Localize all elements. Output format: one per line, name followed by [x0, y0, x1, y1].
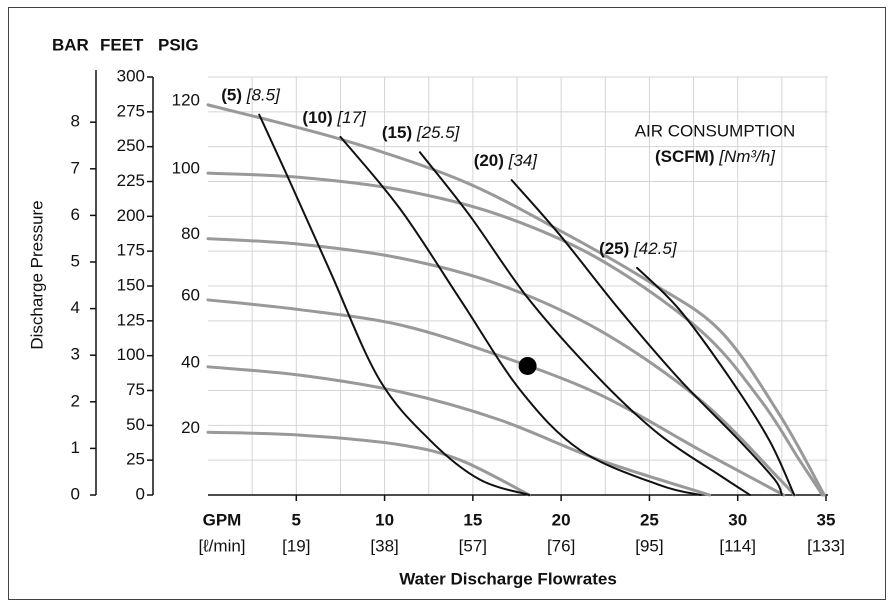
y2-tick-label: 1 [71, 438, 80, 457]
y-tick-label: 125 [117, 310, 145, 329]
annotation-unit-imperial: (SCFM) [655, 147, 714, 166]
y-tick-label: 25 [126, 450, 145, 469]
operating-point [518, 356, 537, 375]
x-tick-sublabel: [95] [635, 536, 663, 555]
x-tick-sublabel: [19] [282, 536, 310, 555]
y-axis-label: Discharge Pressure [27, 200, 46, 349]
y-tick-label: 175 [117, 241, 145, 260]
annotation-title: AIR CONSUMPTION [635, 121, 796, 140]
x-unit-sublabel: [ℓ/min] [198, 536, 245, 555]
annotation-unit: (SCFM) [Nm³/h] [655, 147, 776, 166]
y-tick-label: 150 [117, 275, 145, 294]
air-curve [636, 266, 796, 496]
y-tick-label: 225 [117, 171, 145, 190]
air-curve-label: (10) [17] [302, 108, 367, 127]
axis-header: PSIG [158, 35, 199, 54]
y2-tick-label: 6 [71, 205, 80, 224]
plot: 0255075100125150175200225250275300012345… [71, 66, 845, 555]
x-tick-label: 5 [292, 510, 301, 529]
air-curve [339, 135, 702, 496]
pressure-curve-label: 20 [181, 418, 200, 437]
frame [8, 7, 886, 600]
y-tick-label: 75 [126, 380, 145, 399]
air-curve [418, 151, 752, 496]
y-tick-label: 300 [117, 66, 145, 85]
air-curve-metric: [34] [508, 152, 539, 171]
air-curve [510, 179, 783, 496]
x-tick-label: 30 [728, 510, 747, 529]
pressure-curve [206, 365, 711, 497]
y2-tick-label: 5 [71, 251, 80, 270]
pressure-curve [206, 171, 824, 497]
air-curve-name: (5) [221, 86, 242, 105]
pressure-curve [206, 298, 786, 497]
air-curve-metric: [25.5] [416, 124, 461, 143]
air-curve-label: (15) [25.5] [382, 124, 461, 143]
y2-tick-label: 8 [71, 112, 80, 131]
air-curve-label: (25) [42.5] [599, 239, 678, 258]
air-curve-name: (25) [599, 239, 629, 258]
x-tick-label: 10 [375, 510, 394, 529]
air-curve-name: (20) [474, 152, 504, 171]
x-tick-label: 35 [817, 510, 836, 529]
air-curve-name: (10) [302, 108, 332, 127]
pressure-curve [206, 237, 796, 497]
y2-tick-label: 0 [71, 484, 80, 503]
annotation-unit-metric: [Nm³/h] [718, 147, 776, 166]
air-curve [258, 113, 531, 496]
pressure-curve [206, 430, 531, 497]
air-curve-metric: [17] [336, 108, 367, 127]
x-tick-label: 25 [640, 510, 659, 529]
y-tick-label: 100 [117, 345, 145, 364]
y-tick-label: 275 [117, 101, 145, 120]
pressure-curve-label: 120 [172, 90, 200, 109]
x-tick-label: 20 [552, 510, 571, 529]
x-tick-sublabel: [38] [370, 536, 398, 555]
air-curve-label: (5) [8.5] [221, 86, 281, 105]
pressure-curve-label: 80 [181, 224, 200, 243]
pressure-curve-label: 100 [172, 159, 200, 178]
y-tick-label: 50 [126, 415, 145, 434]
y-tick-label: 200 [117, 206, 145, 225]
pressure-curve-label: 60 [181, 285, 200, 304]
air-curve-label: (20) [34] [474, 152, 539, 171]
x-tick-sublabel: [133] [807, 536, 845, 555]
y2-tick-label: 4 [71, 298, 80, 317]
x-tick-sublabel: [76] [547, 536, 575, 555]
y2-tick-label: 2 [71, 391, 80, 410]
y2-tick-label: 3 [71, 345, 80, 364]
x-tick-sublabel: [114] [719, 536, 756, 555]
x-tick-sublabel: [57] [459, 536, 487, 555]
axis-header: FEET [100, 35, 144, 54]
y-tick-label: 0 [136, 484, 145, 503]
x-axis-label: Water Discharge Flowrates [399, 569, 617, 588]
air-curve-name: (15) [382, 124, 412, 143]
x-unit-label: GPM [203, 510, 242, 529]
x-tick-label: 15 [463, 510, 482, 529]
pressure-curve-label: 40 [181, 352, 200, 371]
air-curve-metric: [42.5] [633, 239, 678, 258]
y2-tick-label: 7 [71, 158, 80, 177]
y-tick-label: 250 [117, 136, 145, 155]
axis-header: BAR [52, 35, 89, 54]
air-curve-metric: [8.5] [246, 86, 281, 105]
